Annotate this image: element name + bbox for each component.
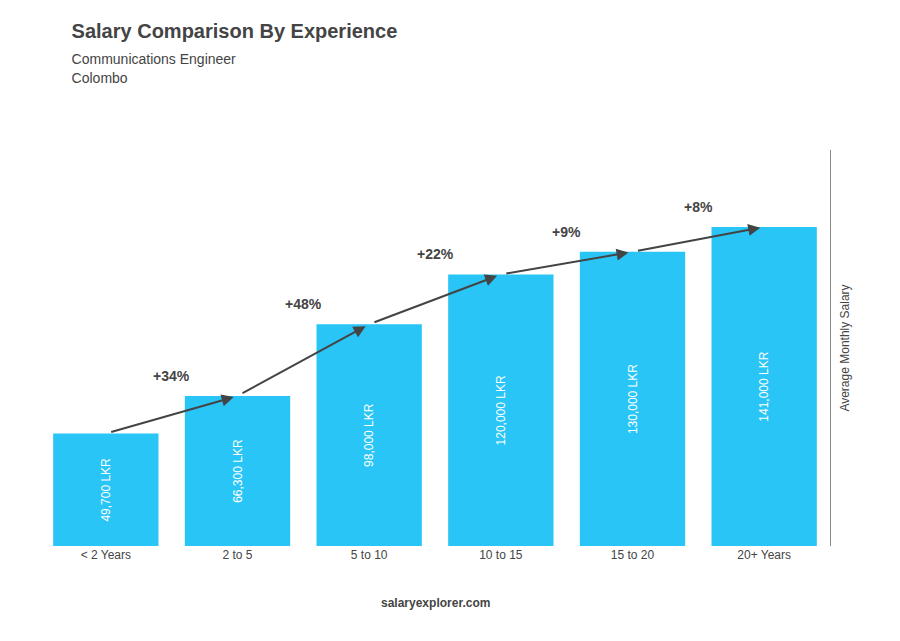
- svg-text:5 to 10: 5 to 10: [351, 548, 388, 562]
- svg-text:Average Monthly Salary: Average Monthly Salary: [838, 284, 852, 411]
- svg-text:98,000 LKR: 98,000 LKR: [362, 403, 376, 467]
- svg-text:130,000 LKR: 130,000 LKR: [626, 364, 640, 434]
- svg-text:Salary Comparison By Experienc: Salary Comparison By Experience: [72, 20, 398, 42]
- svg-text:+48%: +48%: [285, 296, 322, 312]
- svg-text:20+ Years: 20+ Years: [737, 548, 791, 562]
- svg-text:< 2 Years: < 2 Years: [81, 548, 131, 562]
- svg-text:15 to 20: 15 to 20: [611, 548, 655, 562]
- svg-text:10 to 15: 10 to 15: [479, 548, 523, 562]
- svg-text:salaryexplorer.com: salaryexplorer.com: [381, 596, 490, 610]
- svg-text:120,000 LKR: 120,000 LKR: [494, 375, 508, 445]
- svg-text:49,700 LKR: 49,700 LKR: [99, 458, 113, 522]
- svg-text:2 to 5: 2 to 5: [222, 548, 252, 562]
- svg-text:66,300 LKR: 66,300 LKR: [231, 439, 245, 503]
- svg-text:141,000 LKR: 141,000 LKR: [757, 351, 771, 421]
- svg-text:Communications EngineerColombo: Communications EngineerColombo: [72, 51, 237, 85]
- svg-text:+9%: +9%: [552, 224, 581, 240]
- svg-text:+22%: +22%: [417, 246, 454, 262]
- svg-text:+34%: +34%: [153, 368, 190, 384]
- svg-text:+8%: +8%: [684, 199, 713, 215]
